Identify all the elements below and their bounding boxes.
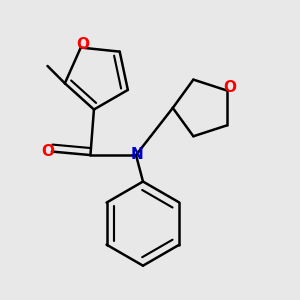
Text: O: O bbox=[224, 80, 237, 95]
Text: O: O bbox=[76, 37, 89, 52]
Text: O: O bbox=[41, 144, 54, 159]
Text: N: N bbox=[131, 146, 144, 161]
